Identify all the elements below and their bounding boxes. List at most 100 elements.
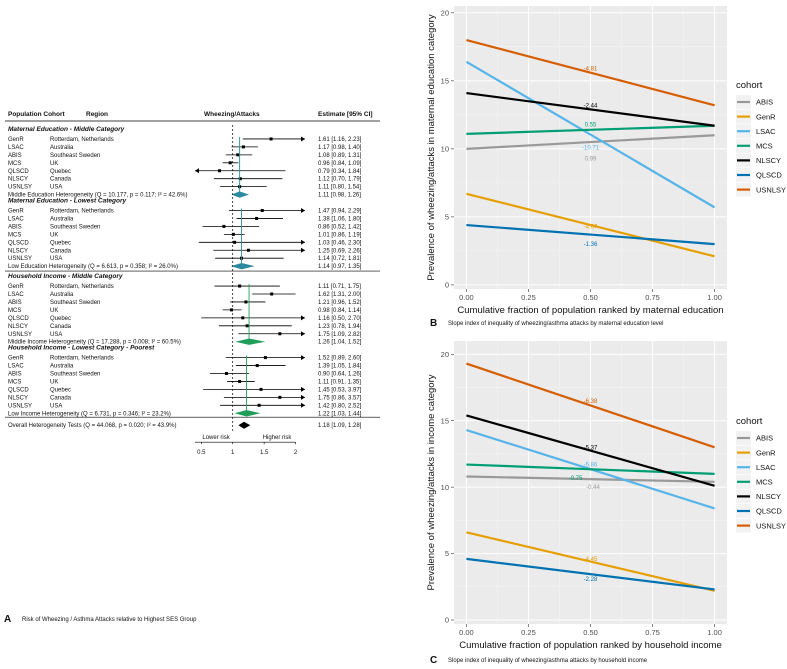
- forest-x-tick-label: 2: [294, 450, 298, 456]
- point-estimate: [263, 356, 267, 360]
- point-estimate: [260, 209, 264, 212]
- point-estimate: [244, 300, 248, 304]
- header-plot: Wheezing/Attacks: [204, 111, 260, 118]
- row-region: Australia: [50, 216, 74, 222]
- y-axis-title: Prevalence of wheezing/attacks in income…: [426, 374, 437, 590]
- row-estimate: 1.12 [0.70, 1.79]: [318, 177, 362, 183]
- point-estimate: [238, 177, 242, 181]
- forest-x-tick-label: 1: [231, 450, 235, 456]
- row-region: Canada: [50, 324, 72, 330]
- row-region: Canada: [50, 177, 72, 183]
- point-estimate: [222, 224, 226, 228]
- row-region: Rotterdam, Netherlands: [50, 356, 114, 362]
- x-tick-label: 0.25: [521, 628, 536, 637]
- series-line-genr: [466, 531, 715, 592]
- row-cohort: MCS: [8, 161, 21, 167]
- point-estimate: [238, 379, 242, 383]
- ci-arrow-right: [301, 136, 305, 142]
- row-cohort: USNLSY: [8, 403, 32, 409]
- y-tick-label: 5: [445, 549, 449, 558]
- row-cohort: QLSCD: [8, 169, 29, 175]
- forest-x-tick-label: 1.5: [260, 450, 269, 456]
- row-cohort: LSAC: [8, 145, 24, 151]
- point-estimate: [259, 387, 263, 391]
- ci-arrow-right: [301, 247, 305, 253]
- row-cohort: GenR: [8, 284, 24, 290]
- panel-letter: B: [430, 318, 437, 329]
- panel-b-line-chart: 0 5 10 15 20 0.00 0.25 0.50 0.75 1.00 0.99 -4.67 -10…: [426, 6, 786, 329]
- point-estimate: [218, 169, 222, 173]
- row-cohort: GenR: [8, 137, 24, 143]
- row-region: Canada: [50, 395, 72, 401]
- point-estimate: [255, 216, 259, 220]
- series-line-mcs: [466, 463, 715, 475]
- point-estimate: [245, 324, 249, 328]
- point-estimate: [236, 153, 240, 157]
- row-estimate: 1.11 [0.80, 1.54]: [318, 185, 361, 191]
- x-tick-label: 1.00: [707, 628, 722, 637]
- row-region: Rotterdam, Netherlands: [50, 284, 114, 290]
- x-tick-label: 0.50: [583, 628, 598, 637]
- legend-label-abis: ABIS: [756, 434, 773, 443]
- legend-label-mcs: MCS: [756, 478, 773, 487]
- point-estimate: [246, 248, 250, 252]
- slope-label-abis: -0.44: [586, 485, 600, 491]
- point-estimate: [278, 332, 282, 336]
- slope-label-nlscy: -5.37: [584, 445, 598, 451]
- slope-label-lsac: -5.86: [584, 463, 598, 469]
- row-region: Quebec: [50, 240, 71, 246]
- row-cohort: ABIS: [8, 224, 22, 230]
- row-region: Australia: [50, 145, 74, 151]
- row-region: Rotterdam, Netherlands: [50, 137, 114, 143]
- row-estimate: 1.52 [0.89, 2.60]: [318, 356, 362, 362]
- slope-label-nlscy: -2.44: [584, 103, 598, 109]
- summary-label: Low Education Heterogeneity (Q = 6.613, …: [8, 264, 178, 270]
- row-region: Canada: [50, 248, 72, 254]
- row-cohort: NLSCY: [8, 248, 28, 254]
- row-estimate: 1.16 [0.50, 2.70]: [318, 316, 362, 322]
- row-cohort: NLSCY: [8, 395, 28, 401]
- lower-risk-label: Lower risk: [202, 435, 230, 441]
- panel-c-line-chart: 0 5 10 15 20 0.00 0.25 0.50 0.75 1.00 -0.44 -4.45 -5…: [426, 341, 786, 666]
- slope-label-genr: -4.45: [584, 557, 598, 563]
- x-tick-label: 0.75: [645, 293, 660, 302]
- row-cohort: ABIS: [8, 372, 22, 378]
- x-tick-label: 1.00: [707, 293, 722, 302]
- row-cohort: MCS: [8, 379, 21, 385]
- ci-arrow-right: [301, 315, 305, 321]
- series-line-qlscd: [466, 557, 715, 591]
- row-region: Australia: [50, 292, 74, 298]
- row-region: Quebec: [50, 169, 71, 175]
- row-estimate: 1.75 [0.86, 3.57]: [318, 395, 362, 401]
- ci-arrow-right: [301, 355, 305, 361]
- series-line-abis: [466, 134, 715, 150]
- row-cohort: QLSCD: [8, 316, 29, 322]
- y-tick-label: 0: [445, 281, 449, 290]
- y-tick-label: 5: [445, 212, 449, 221]
- row-cohort: ABIS: [8, 300, 22, 306]
- series-line-abis: [466, 475, 715, 483]
- forest-x-tick-label: 0.5: [197, 450, 206, 456]
- x-axis-title: Cumulative fraction of population ranked…: [459, 640, 721, 651]
- row-region: UK: [50, 232, 58, 238]
- series-line-nlscy: [466, 91, 715, 127]
- legend-label-genr: GenR: [756, 112, 776, 121]
- panel-caption: Slope index of inequality of wheezing/as…: [448, 321, 663, 327]
- y-tick-label: 15: [441, 416, 449, 425]
- series-line-genr: [466, 192, 715, 258]
- header-region: Region: [86, 111, 108, 118]
- point-estimate: [270, 292, 274, 296]
- row-cohort: QLSCD: [8, 387, 29, 393]
- point-estimate: [231, 232, 235, 236]
- point-estimate: [241, 316, 245, 320]
- slope-label-mcs: -0.75: [569, 476, 583, 482]
- legend-label-qlscd: QLSCD: [756, 507, 782, 516]
- row-region: Southeast Sweden: [50, 153, 100, 159]
- overall-diamond: [238, 421, 251, 429]
- summary-diamond: [235, 338, 266, 345]
- point-estimate: [257, 403, 261, 407]
- summary-diamond: [234, 410, 261, 417]
- panel-a-letter: A: [4, 614, 11, 625]
- row-cohort: LSAC: [8, 216, 24, 222]
- slope-label-qlscd: -2.28: [584, 577, 598, 583]
